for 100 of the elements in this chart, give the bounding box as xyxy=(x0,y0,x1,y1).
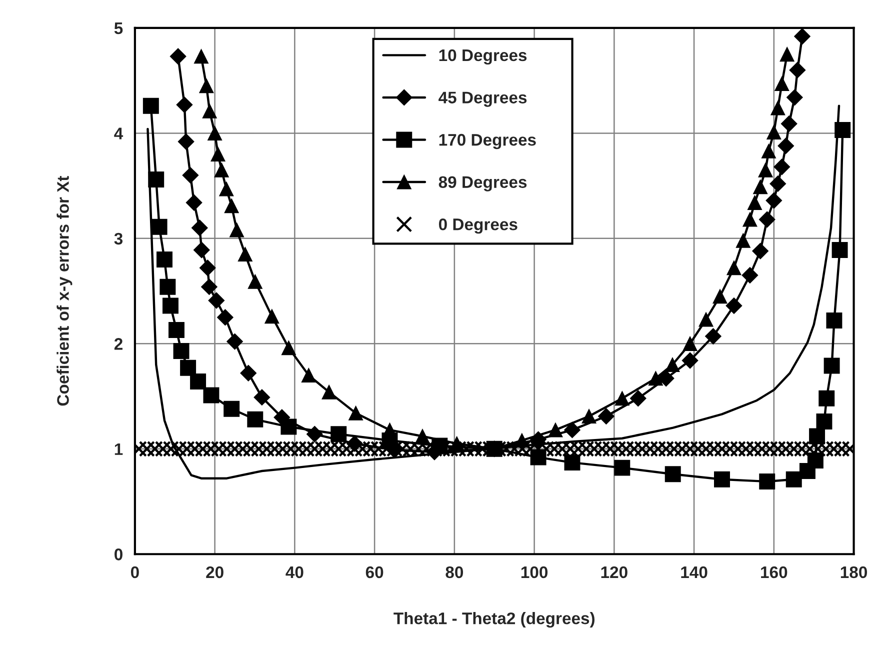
point xyxy=(714,471,730,488)
x-axis-title: Theta1 - Theta2 (degrees) xyxy=(394,612,594,628)
point xyxy=(176,96,193,113)
point xyxy=(758,162,773,178)
point xyxy=(190,374,206,390)
point xyxy=(199,260,216,276)
point xyxy=(214,162,229,178)
point xyxy=(726,298,742,314)
point xyxy=(582,408,596,424)
point xyxy=(210,146,226,162)
x-tick-label: 140 xyxy=(681,566,708,578)
point xyxy=(208,292,225,309)
point xyxy=(742,212,758,227)
point xyxy=(832,242,848,258)
x-tick-label: 180 xyxy=(840,566,867,578)
x-tick-label: 160 xyxy=(761,566,788,578)
point xyxy=(770,176,786,192)
legend-label: 89 Degrees xyxy=(438,176,527,192)
point xyxy=(201,278,218,296)
point xyxy=(614,460,630,476)
point xyxy=(758,211,776,228)
legend-label: 10 Degrees xyxy=(439,49,527,65)
point xyxy=(816,414,832,430)
point xyxy=(774,158,790,176)
point xyxy=(786,89,803,106)
point xyxy=(564,454,580,471)
x-tick-label: 120 xyxy=(601,566,628,578)
point xyxy=(753,180,768,194)
x-tick-label: 80 xyxy=(446,566,464,578)
y-tick-label: 1 xyxy=(114,443,123,455)
legend-label: 45 Degrees xyxy=(438,92,527,107)
point xyxy=(224,400,240,417)
point xyxy=(203,387,220,404)
point xyxy=(348,406,364,420)
point xyxy=(168,322,184,338)
point xyxy=(786,471,802,488)
point xyxy=(766,124,782,140)
point xyxy=(330,426,347,442)
x-tick-label: 100 xyxy=(521,566,548,578)
y-tick-label: 3 xyxy=(114,232,123,245)
point xyxy=(752,242,769,260)
point xyxy=(148,172,164,188)
point xyxy=(742,267,758,284)
point xyxy=(162,298,178,314)
point xyxy=(682,352,698,369)
point xyxy=(834,122,851,138)
x-tick-label: 20 xyxy=(206,566,224,578)
point xyxy=(818,390,835,406)
y-axis-title: Coeficient of x-y errors for Xt xyxy=(56,176,72,406)
x-tick-label: 0 xyxy=(130,566,139,578)
point xyxy=(247,411,264,428)
point xyxy=(199,78,214,94)
point xyxy=(564,422,580,438)
point xyxy=(548,422,563,438)
point xyxy=(747,195,762,210)
point xyxy=(682,336,698,351)
point xyxy=(665,357,680,372)
legend-label: 170 Degrees xyxy=(439,134,536,150)
y-tick-label: 0 xyxy=(114,548,122,560)
point xyxy=(794,28,810,45)
point xyxy=(238,246,252,262)
point xyxy=(226,333,243,350)
y-tick-label: 4 xyxy=(114,128,124,140)
point xyxy=(826,312,842,328)
point xyxy=(151,218,168,235)
point xyxy=(824,358,840,374)
point xyxy=(248,274,262,289)
point xyxy=(254,389,270,406)
point xyxy=(712,289,728,304)
point xyxy=(774,76,790,92)
point xyxy=(598,408,614,424)
point xyxy=(759,474,776,490)
point xyxy=(264,309,280,324)
point xyxy=(240,364,257,382)
point xyxy=(186,194,202,211)
point xyxy=(216,309,234,326)
point xyxy=(766,192,782,209)
point xyxy=(180,360,196,376)
point xyxy=(173,343,190,360)
point xyxy=(156,251,172,268)
point xyxy=(698,312,714,327)
point xyxy=(761,144,776,158)
point xyxy=(778,138,794,154)
legend-label: 0 Degrees xyxy=(438,218,518,234)
point xyxy=(736,233,750,248)
y-tick-label: 2 xyxy=(114,338,122,350)
y-tick-label: 5 xyxy=(114,22,123,34)
x-tick-label: 60 xyxy=(366,566,384,578)
point xyxy=(789,62,806,78)
point xyxy=(648,371,663,386)
point xyxy=(193,242,210,258)
x-tick-label: 40 xyxy=(286,566,304,578)
point xyxy=(208,126,222,140)
point xyxy=(182,167,199,184)
point xyxy=(280,418,297,435)
point xyxy=(142,98,159,114)
point xyxy=(780,116,798,132)
point xyxy=(630,390,646,407)
point xyxy=(658,370,674,387)
point xyxy=(191,220,208,236)
